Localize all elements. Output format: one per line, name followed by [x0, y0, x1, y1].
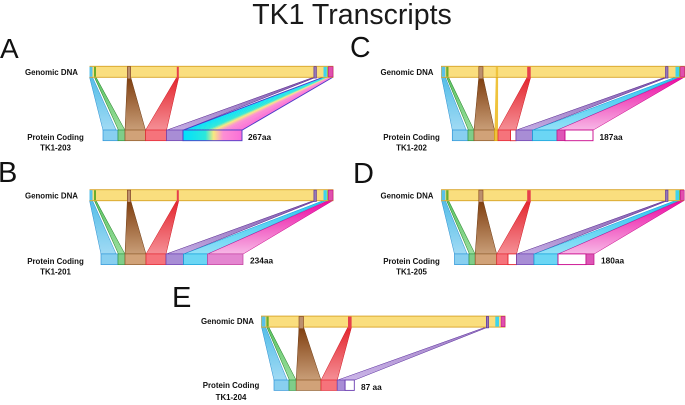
- svg-text:267aa: 267aa: [248, 132, 271, 142]
- svg-text:Protein Coding: Protein Coding: [383, 133, 440, 142]
- svg-text:TK1-203: TK1-203: [40, 144, 71, 153]
- svg-text:234aa: 234aa: [250, 256, 273, 266]
- svg-text:TK1-205: TK1-205: [396, 268, 427, 277]
- svg-text:87 aa: 87 aa: [361, 382, 382, 392]
- svg-text:Genomic DNA: Genomic DNA: [201, 317, 254, 326]
- svg-text:180aa: 180aa: [601, 256, 624, 266]
- svg-text:Protein Coding: Protein Coding: [383, 257, 440, 266]
- svg-text:TK1-202: TK1-202: [396, 144, 427, 153]
- svg-text:E: E: [172, 282, 191, 314]
- svg-text:D: D: [353, 158, 374, 190]
- svg-text:Protein Coding: Protein Coding: [27, 257, 84, 266]
- svg-text:C: C: [350, 32, 371, 64]
- svg-text:Genomic DNA: Genomic DNA: [25, 192, 78, 201]
- svg-text:Genomic DNA: Genomic DNA: [380, 192, 433, 201]
- svg-text:Genomic DNA: Genomic DNA: [380, 68, 433, 77]
- svg-text:TK1 Transcripts: TK1 Transcripts: [252, 0, 452, 31]
- svg-text:187aa: 187aa: [600, 132, 623, 142]
- svg-text:B: B: [0, 157, 17, 189]
- svg-text:Protein Coding: Protein Coding: [203, 381, 260, 390]
- svg-text:TK1-201: TK1-201: [40, 268, 71, 277]
- svg-text:Genomic DNA: Genomic DNA: [25, 68, 78, 77]
- svg-text:Protein Coding: Protein Coding: [27, 133, 84, 142]
- svg-text:A: A: [0, 33, 19, 64]
- svg-text:TK1-204: TK1-204: [216, 393, 247, 400]
